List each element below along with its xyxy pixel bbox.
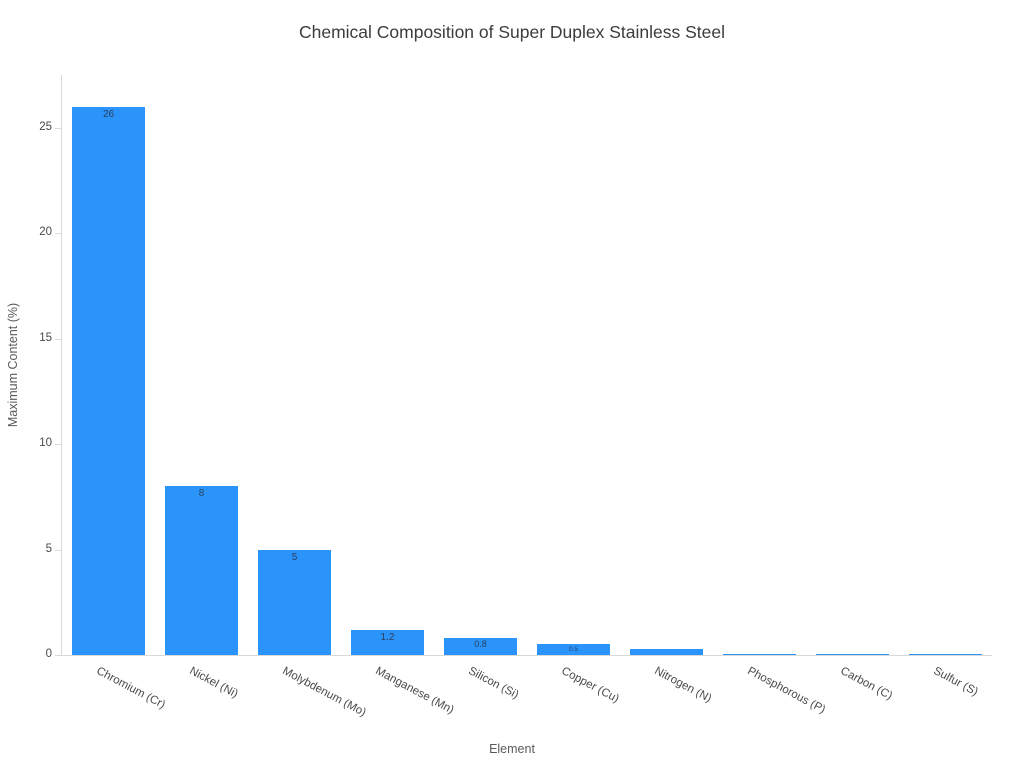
x-tick-label: Silicon (Si) <box>465 665 521 702</box>
y-tick-label: 20 <box>39 226 52 239</box>
x-tick-label: Carbon (C) <box>837 665 894 703</box>
y-axis-line <box>61 75 62 656</box>
bar: 5 <box>258 549 331 655</box>
x-tick-label: Chromium (Cr) <box>93 665 167 712</box>
bar: 1.2 <box>351 629 424 655</box>
bar-value-label: 8 <box>198 488 205 500</box>
x-axis-line <box>61 655 992 656</box>
y-tick-label: 25 <box>39 120 52 133</box>
y-tick-label: 15 <box>39 331 52 344</box>
bar-value-label: 26 <box>102 108 115 120</box>
bar <box>630 648 703 655</box>
y-tick-mark <box>55 233 61 235</box>
y-tick-mark <box>55 549 61 551</box>
y-tick-mark <box>55 655 61 656</box>
x-tick-label: Phosphorous (P) <box>744 665 827 717</box>
bar-value-label: 0.5 <box>568 646 579 654</box>
y-tick-mark <box>55 444 61 446</box>
bar: 0.8 <box>444 638 517 655</box>
bar: 26 <box>72 106 145 655</box>
y-tick-label: 0 <box>45 648 52 660</box>
x-tick-label: Sulfur (S) <box>930 665 980 699</box>
y-tick-label: 10 <box>39 437 52 450</box>
y-tick-mark <box>55 127 61 129</box>
bar: 0.5 <box>537 644 610 655</box>
bar: 8 <box>165 486 238 655</box>
x-tick-label: Nickel (Ni) <box>186 665 240 701</box>
y-tick-mark <box>55 338 61 340</box>
bar <box>723 654 796 655</box>
x-axis-title: Element <box>489 742 535 756</box>
x-tick-label: Copper (Cu) <box>558 665 621 706</box>
x-tick-label: Manganese (Mn) <box>372 665 456 717</box>
bar <box>816 654 889 655</box>
bar-value-label: 0.8 <box>474 639 487 650</box>
x-tick-label: Nitrogen (N) <box>651 665 713 706</box>
bar-value-label: 5 <box>291 551 298 563</box>
chart-title: Chemical Composition of Super Duplex Sta… <box>298 22 726 42</box>
bar-value-label: 1.2 <box>380 631 395 643</box>
y-tick-label: 5 <box>45 542 52 555</box>
x-tick-label: Molybdenum (Mo) <box>279 665 368 720</box>
bar <box>909 654 982 655</box>
y-axis-title: Maximum Content (%) <box>6 302 20 428</box>
